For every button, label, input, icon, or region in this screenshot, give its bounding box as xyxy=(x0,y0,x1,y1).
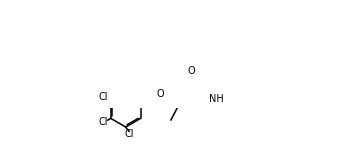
Text: O: O xyxy=(157,89,164,99)
Text: Cl: Cl xyxy=(125,129,134,139)
Text: Cl: Cl xyxy=(98,92,108,102)
Text: NH: NH xyxy=(209,94,224,104)
Text: Cl: Cl xyxy=(98,117,108,127)
Text: O: O xyxy=(188,66,195,76)
